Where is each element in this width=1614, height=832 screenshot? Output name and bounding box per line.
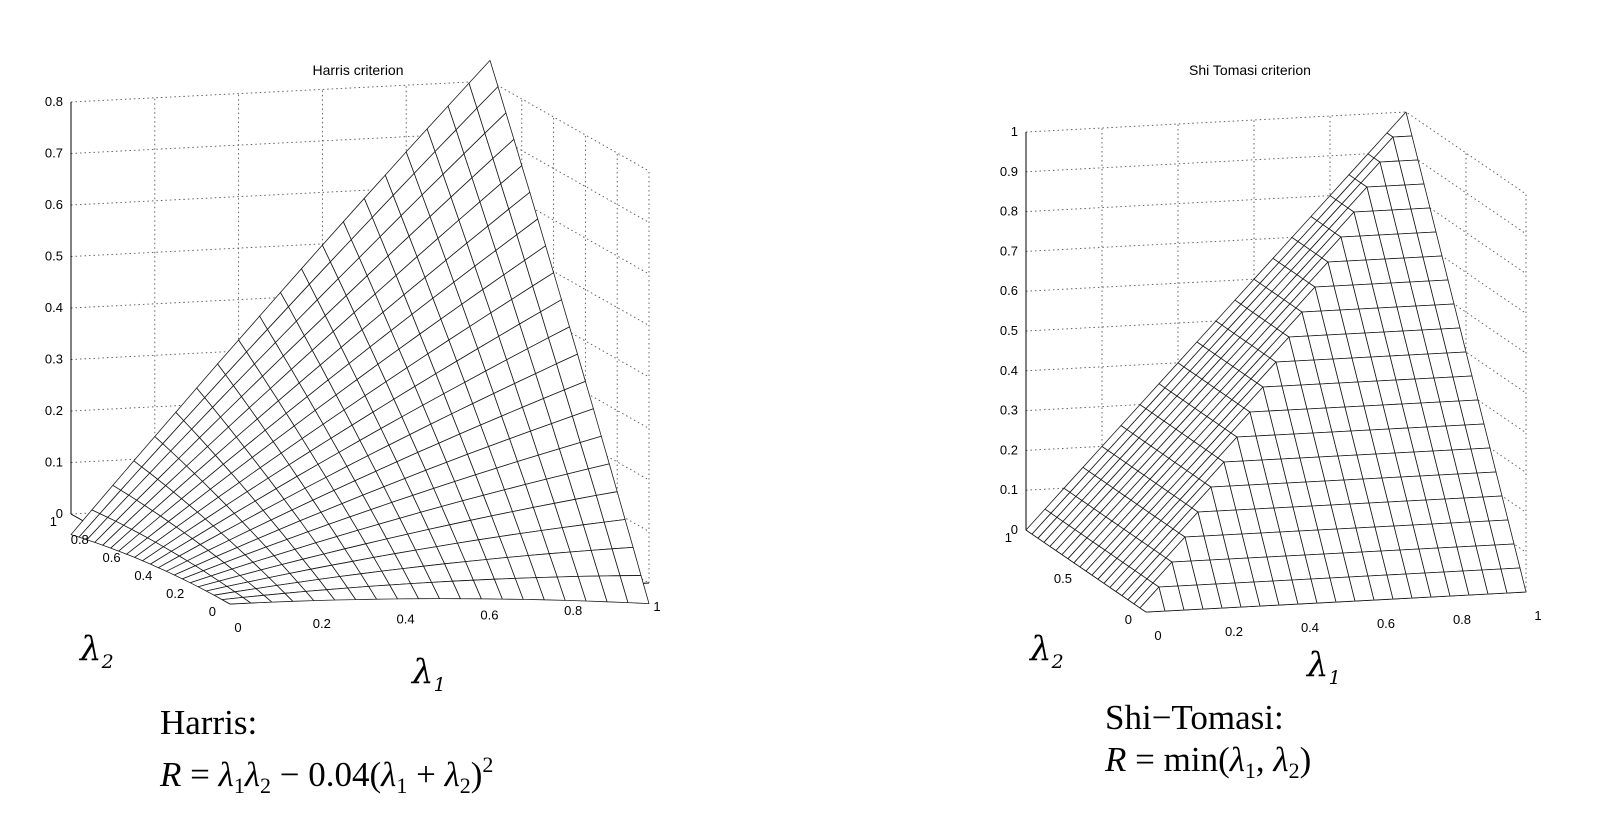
harris-surface-plot: Harris criterion 0 0.1 0.2 0.3 0.4 0.5 0.6 0.7 0… xyxy=(45,60,661,696)
shi-tomasi-z-tick-label: 0.6 xyxy=(1000,283,1018,298)
harris-mesh-cell xyxy=(619,575,650,604)
harris-z-tick-label: 0 xyxy=(56,506,63,521)
shi-tomasi-z-tick-label: 0.9 xyxy=(1000,164,1018,179)
shi-tomasi-z-tick-label: 0 xyxy=(1011,522,1018,537)
shi-tomasi-y-tick-label: 0 xyxy=(1125,612,1132,627)
shi-tomasi-y-axis-label: λ2 xyxy=(1028,629,1064,673)
shi-tomasi-mesh-cell xyxy=(1386,111,1413,138)
harris-y-tick-label: 0.6 xyxy=(103,550,121,565)
shi-tomasi-x-tick-label: 0.8 xyxy=(1453,612,1471,627)
shi-tomasi-x-tick-label: 0.6 xyxy=(1377,616,1395,631)
harris-z-tick-label: 0.8 xyxy=(45,94,63,109)
harris-surface-mesh xyxy=(70,60,650,605)
shi-tomasi-plot-title: Shi Tomasi criterion xyxy=(1189,62,1311,78)
shi-tomasi-surface-plot: Shi Tomasi criterion 0 0.1 0.2 0.3 0.4 0.5 0.6… xyxy=(1000,62,1542,689)
shi-tomasi-caption-heading: Shi−Tomasi: xyxy=(1105,698,1284,737)
shi-tomasi-z-gridline xyxy=(1025,350,1527,434)
shi-tomasi-z-gridline xyxy=(1025,111,1527,195)
harris-y-tick-label: 0 xyxy=(209,604,216,619)
shi-tomasi-y-tick-label: 1 xyxy=(1005,530,1012,545)
shi-tomasi-z-tick-label: 0.1 xyxy=(1000,482,1018,497)
shi-tomasi-y-tick-label: 0.5 xyxy=(1054,571,1072,586)
harris-caption: Harris: R = λ1λ2 − 0.04(λ1 + λ2)2 xyxy=(160,702,493,807)
harris-z-tick-label: 0.6 xyxy=(45,197,63,212)
harris-plot-title: Harris criterion xyxy=(312,62,403,78)
harris-x-tick-label: 1 xyxy=(653,599,660,614)
shi-tomasi-formula: R = min(λ1, λ2) xyxy=(1105,740,1312,783)
shi-tomasi-x-tick-label: 1 xyxy=(1534,608,1541,623)
shi-tomasi-z-tick-label: 1 xyxy=(1011,124,1018,139)
harris-x-axis-label: λ1 xyxy=(410,652,446,696)
shi-tomasi-z-gridline xyxy=(1025,230,1527,314)
shi-tomasi-z-gridline xyxy=(1025,151,1527,235)
shi-tomasi-z-tick-label: 0.7 xyxy=(1000,243,1018,258)
harris-y-tick-label: 0.8 xyxy=(71,532,89,547)
shi-tomasi-z-gridline xyxy=(1025,191,1527,274)
shi-tomasi-x-tick-label: 0 xyxy=(1154,628,1161,643)
shi-tomasi-caption: Shi−Tomasi: R = min(λ1, λ2) xyxy=(1105,697,1311,792)
harris-x-tick-label: 0 xyxy=(234,620,241,635)
shi-tomasi-z-tick-label: 0.5 xyxy=(1000,323,1018,338)
harris-z-tick-label: 0.5 xyxy=(45,249,63,264)
harris-z-tick-label: 0.1 xyxy=(45,455,63,470)
shi-tomasi-mesh-cell xyxy=(1500,567,1527,594)
harris-z-tick-label: 0.7 xyxy=(45,146,63,161)
harris-x-tick-label: 0.8 xyxy=(564,603,582,618)
shi-tomasi-x-axis-label: λ1 xyxy=(1305,645,1341,689)
harris-y-tick-label: 0.4 xyxy=(134,568,152,583)
harris-caption-heading: Harris: xyxy=(160,703,258,742)
harris-x-tick-label: 0.6 xyxy=(480,607,498,622)
harris-z-gridline xyxy=(70,80,650,172)
shi-tomasi-surface-mesh xyxy=(1025,111,1527,613)
shi-tomasi-z-tick-label: 0.2 xyxy=(1000,442,1018,457)
shi-tomasi-z-tick-label: 0.8 xyxy=(1000,204,1018,219)
harris-formula: R = λ1λ2 − 0.04(λ1 + λ2)2 xyxy=(160,752,494,798)
shi-tomasi-x-tick-label: 0.2 xyxy=(1225,624,1243,639)
harris-x-tick-label: 0.4 xyxy=(397,612,415,627)
shi-tomasi-tick-labels: 00.10.20.30.40.50.60.70.80.910 0.2 0.4 0.6 0… xyxy=(1000,124,1542,643)
shi-tomasi-z-tick-label: 0.3 xyxy=(1000,403,1018,418)
harris-y-axis-label: λ2 xyxy=(78,629,114,673)
harris-z-tick-label: 0.2 xyxy=(45,403,63,418)
harris-y-tick-label: 1 xyxy=(50,514,57,529)
shi-tomasi-z-gridline xyxy=(1025,270,1527,354)
harris-y-tick-label: 0.2 xyxy=(166,586,184,601)
shi-tomasi-z-tick-label: 0.4 xyxy=(1000,363,1018,378)
harris-z-tick-label: 0.3 xyxy=(45,352,63,367)
shi-tomasi-z-gridline xyxy=(1025,310,1527,394)
shi-tomasi-x-tick-label: 0.4 xyxy=(1301,620,1319,635)
harris-x-tick-label: 0.2 xyxy=(313,616,331,631)
harris-tick-labels: 00.10.20.30.40.50.60.70.80 0.2 0.4 0.6 0.8 10… xyxy=(45,94,661,635)
harris-z-tick-label: 0.4 xyxy=(45,300,63,315)
